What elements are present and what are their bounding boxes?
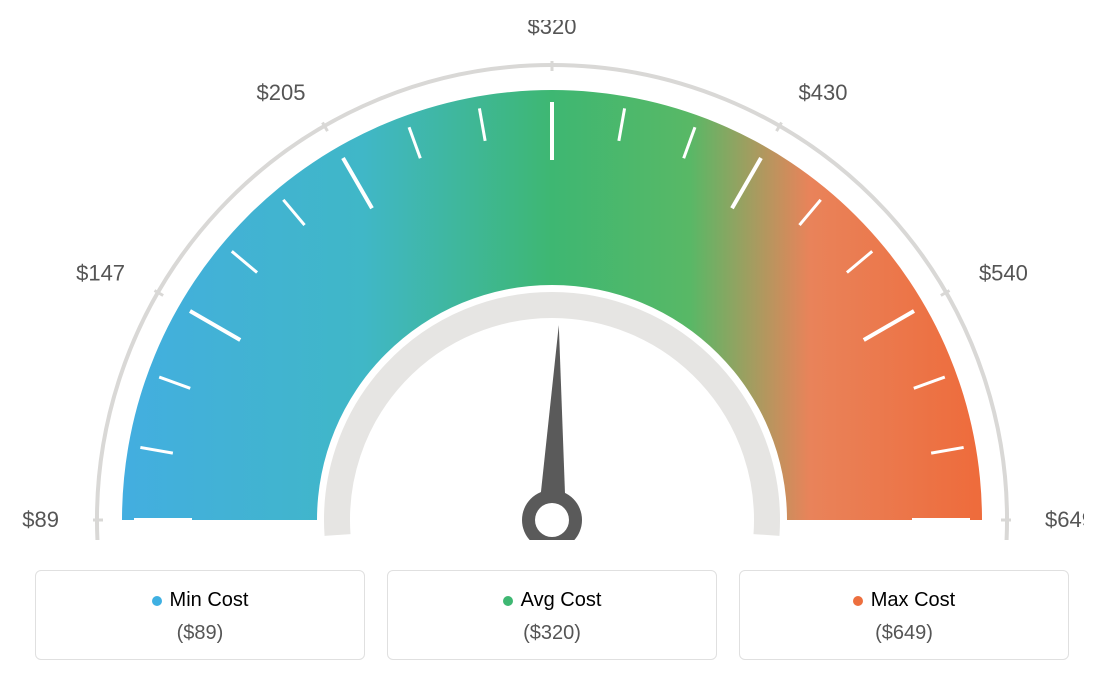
dot-icon (152, 596, 162, 606)
legend-label: Min Cost (170, 589, 249, 612)
legend-card-avg: Avg Cost ($320) (387, 570, 717, 660)
svg-text:$89: $89 (22, 507, 59, 532)
legend-title-max: Max Cost (853, 589, 955, 612)
legend-value-avg: ($320) (388, 622, 716, 645)
svg-text:$430: $430 (799, 80, 848, 105)
legend-row: Min Cost ($89) Avg Cost ($320) Max Cost … (20, 570, 1084, 660)
legend-card-min: Min Cost ($89) (35, 570, 365, 660)
gauge-chart: $89 $147 $205 $320 $430 $540 $649 (20, 20, 1084, 540)
gauge-svg: $89 $147 $205 $320 $430 $540 $649 (20, 20, 1084, 540)
svg-text:$147: $147 (76, 261, 125, 286)
legend-title-min: Min Cost (152, 589, 249, 612)
svg-text:$649: $649 (1045, 507, 1084, 532)
legend-label: Max Cost (871, 589, 955, 612)
legend-label: Avg Cost (521, 589, 602, 612)
legend-value-max: ($649) (740, 622, 1068, 645)
dot-icon (853, 596, 863, 606)
legend-value-min: ($89) (36, 622, 364, 645)
svg-text:$540: $540 (979, 261, 1028, 286)
svg-text:$320: $320 (528, 20, 577, 39)
dot-icon (503, 596, 513, 606)
legend-card-max: Max Cost ($649) (739, 570, 1069, 660)
svg-text:$205: $205 (257, 80, 306, 105)
legend-title-avg: Avg Cost (503, 589, 602, 612)
